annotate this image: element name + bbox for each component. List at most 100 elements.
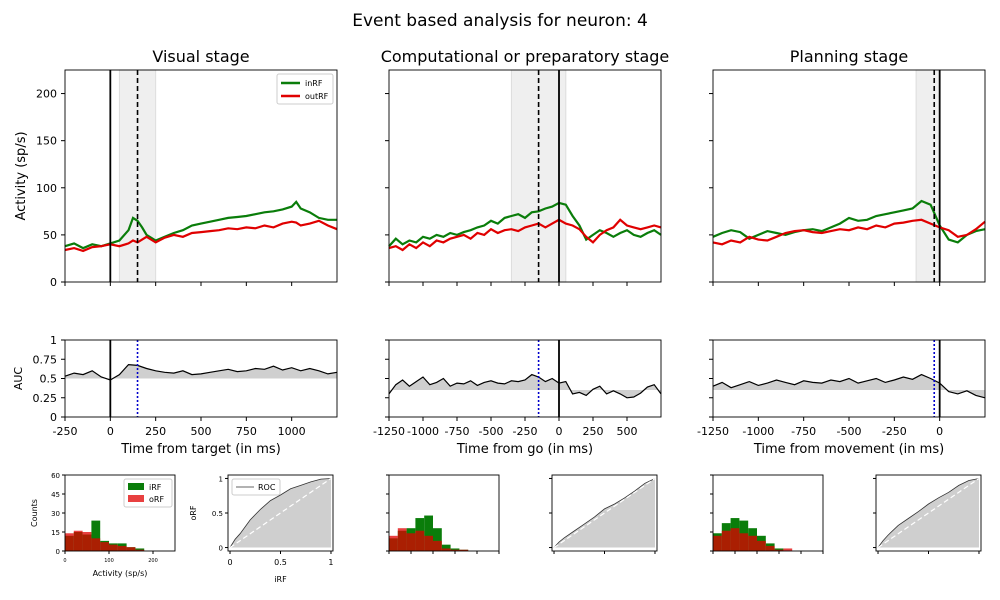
roc-curve — [553, 478, 656, 548]
series-inRF — [712, 199, 986, 244]
legend-swatch — [128, 483, 144, 490]
auc-area — [65, 364, 337, 380]
hist-bar-orf — [433, 540, 442, 551]
hist-ylabel: Counts — [30, 499, 39, 527]
y-tick-label: 0 — [56, 548, 60, 556]
auc-area — [389, 374, 661, 398]
x-tick-label: 0 — [107, 425, 114, 438]
stage-panel-1: Computational or preparatory stage-1250-… — [373, 47, 669, 554]
hist-bar-orf — [65, 533, 74, 551]
legend-label: ROC — [258, 483, 276, 492]
x-tick-label: 0 — [63, 558, 66, 564]
hist-bar-orf — [126, 547, 136, 551]
x-tick-label: -250 — [53, 425, 78, 438]
hist-legend: iRF oRF — [123, 478, 173, 508]
hist-bar-orf — [739, 533, 749, 551]
legend-box — [231, 478, 281, 496]
x-tick-label: 750 — [236, 425, 257, 438]
y-tick-label: 45 — [51, 491, 60, 499]
hist-bar-orf — [109, 544, 118, 551]
x-tick-label: -1000 — [742, 425, 774, 438]
x-tick-label: 1000 — [278, 425, 306, 438]
activity-ylabel: Activity (sp/s) — [14, 131, 29, 220]
y-tick-label: 50 — [43, 229, 57, 242]
x-tick-label: -250 — [513, 425, 538, 438]
hist-bar-irf — [424, 515, 433, 551]
auc-axes — [388, 339, 662, 418]
x-tick-label: 0.5 — [274, 558, 287, 567]
legend-label: outRF — [305, 92, 329, 101]
y-tick-label: 0.25 — [33, 392, 58, 405]
panel-title: Computational or preparatory stage — [381, 47, 670, 66]
series-inRF — [388, 201, 662, 247]
x-tick-label: 100 — [104, 558, 114, 564]
roc-legend: ROC — [231, 478, 281, 496]
hist-bar-orf — [730, 528, 740, 551]
activity-axes — [712, 69, 986, 283]
hist-bar-orf — [774, 549, 784, 551]
roc-ylabel: oRF — [189, 505, 198, 520]
roc-diagonal — [877, 477, 980, 549]
series-outRF — [388, 218, 662, 252]
x-tick-label: -1250 — [373, 425, 405, 438]
hist-bar-irf — [433, 528, 442, 551]
x-tick-label: -500 — [837, 425, 862, 438]
legend-label: oRF — [149, 495, 164, 504]
x-tick-label: 0 — [556, 425, 563, 438]
y-tick-label: 0 — [219, 545, 223, 553]
x-tick-label: -1250 — [697, 425, 729, 438]
y-tick-label: 0 — [50, 411, 57, 424]
y-tick-label: 15 — [51, 529, 60, 537]
auc-line — [388, 373, 662, 399]
x-tick-label: 200 — [148, 558, 158, 564]
hist-bar-orf — [117, 545, 127, 551]
x-tick-label: 250 — [583, 425, 604, 438]
legend-label: inRF — [305, 79, 323, 88]
y-tick-label: 1 — [50, 334, 57, 347]
hist-bar-orf — [82, 532, 92, 551]
stage-panel-2: Planning stage -1250 -1000 -750 -500 -250 0 Tim… — [697, 47, 986, 554]
series-outRF — [64, 219, 338, 253]
y-tick-label: 30 — [51, 510, 60, 518]
hist-bar-irf — [441, 544, 451, 551]
legend-swatch — [128, 495, 144, 502]
x-tick-label: -750 — [791, 425, 816, 438]
y-tick-label: 100 — [36, 182, 57, 195]
x-tick-label: 500 — [191, 425, 212, 438]
hist-xlabel: Activity (sp/s) — [93, 569, 148, 578]
roc-curve — [877, 478, 980, 548]
hist-bar-orf — [765, 545, 775, 551]
hist-bar-orf — [91, 538, 101, 551]
x-tick-label: 1 — [328, 558, 333, 567]
hist-bar-irf — [91, 520, 101, 551]
roc-diagonal — [553, 477, 656, 549]
y-tick-label: 200 — [36, 88, 57, 101]
figure-title: Event based analysis for neuron: 4 — [352, 11, 648, 31]
roc-diagonal — [229, 477, 332, 549]
y-tick-label: 0.5 — [40, 373, 58, 386]
x-axis-label: Time from target (in ms) — [120, 442, 281, 457]
y-tick-label: 0.75 — [33, 353, 58, 366]
analysis-window — [915, 69, 941, 283]
hist-bar-orf — [450, 549, 460, 551]
y-tick-label: 60 — [51, 472, 60, 480]
hist-bar-orf — [415, 530, 425, 551]
y-tick-label: 0 — [50, 276, 57, 289]
x-tick-label: -1000 — [407, 425, 439, 438]
x-axis-label: Time from movement (in ms) — [753, 442, 944, 457]
hist-bar-orf — [135, 549, 145, 551]
hist-bar-orf — [73, 530, 83, 551]
auc-area — [713, 374, 985, 398]
y-tick-label: 150 — [36, 135, 57, 148]
y-tick-label: 0.5 — [212, 510, 223, 518]
x-tick-label: -750 — [445, 425, 470, 438]
hist-bar-orf — [757, 540, 766, 551]
y-tick-label: 1 — [219, 475, 223, 483]
series-inRF — [64, 200, 337, 250]
hist-bar-orf — [721, 530, 731, 551]
x-tick-label: -500 — [479, 425, 504, 438]
x-tick-label: 500 — [617, 425, 638, 438]
x-tick-label: 0 — [936, 425, 943, 438]
activity-legend: inRF outRF — [276, 73, 334, 105]
